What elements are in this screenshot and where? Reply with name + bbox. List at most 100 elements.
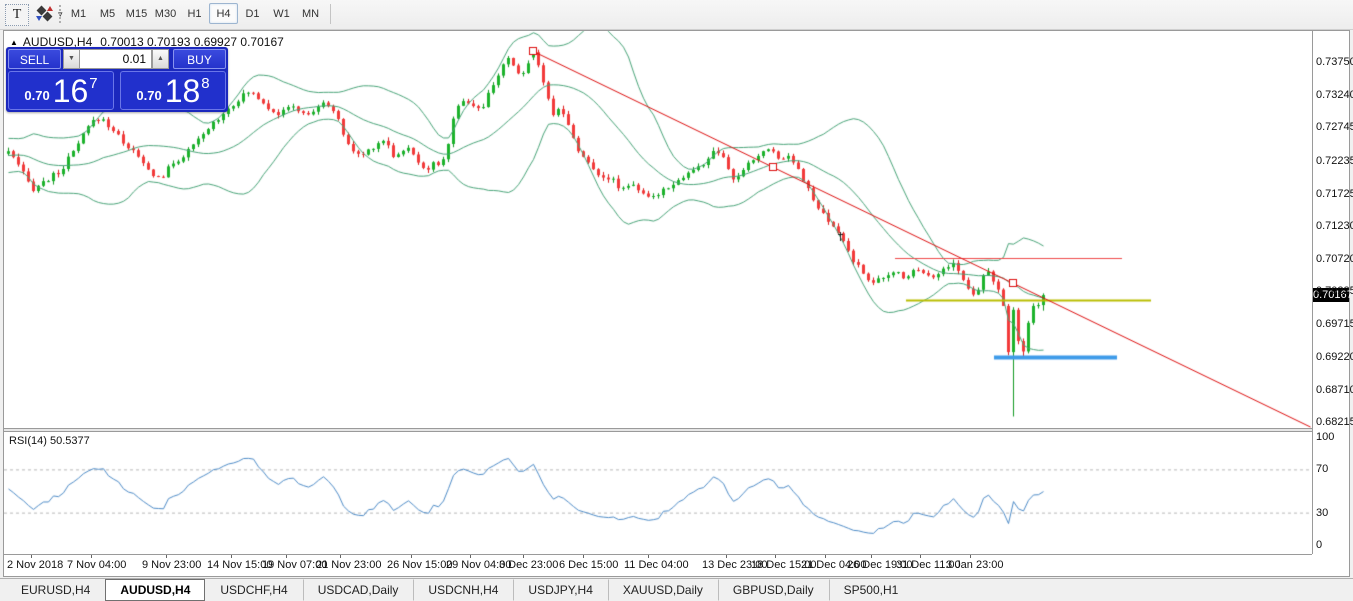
time-axis-label: 3 Dec 23:00	[499, 559, 559, 571]
time-axis-tick	[775, 555, 776, 558]
time-axis[interactable]: 2 Nov 2018 7 Nov 04:00 9 Nov 23:00 14 Nov 1…	[4, 554, 1312, 576]
chart-tab-eurusd-h4[interactable]: EURUSD,H4	[21, 583, 91, 597]
timeframe-button-m15[interactable]: M15	[125, 8, 148, 20]
one-click-trade-panel: SELL ▼ 0.01 ▲ BUY 0.70 16 7 0.70 18 8	[6, 47, 228, 112]
time-axis-tick	[340, 555, 341, 558]
price-axis-label: 0.69220	[1316, 350, 1353, 363]
timeframe-button-m1[interactable]: M1	[70, 8, 87, 20]
price-axis-label: 0.70720	[1316, 253, 1353, 266]
time-axis-label: 7 Nov 04:00	[67, 559, 127, 571]
time-axis-tick	[166, 555, 167, 558]
rsi-indicator-label: RSI(14) 50.5377	[9, 435, 90, 447]
top-toolbar: T ▾ M1 M5 M15 M30 H1 H4 D1 W1 MN	[0, 0, 1353, 30]
time-axis-tick	[825, 555, 826, 558]
time-axis-label: 19 Nov 07:00	[262, 559, 328, 571]
toolbar-separator	[330, 4, 331, 24]
time-axis-label: 9 Nov 23:00	[142, 559, 202, 571]
time-axis-label: 3 Jan 23:00	[946, 559, 1004, 571]
price-axis-label: 0.73240	[1316, 89, 1353, 102]
sell-price-prefix: 0.70	[24, 88, 50, 103]
sell-price-display[interactable]: 0.70 16 7	[8, 71, 114, 110]
volume-increase-button[interactable]: ▲	[152, 49, 169, 69]
price-axis-label: 0.68710	[1316, 383, 1353, 396]
rsi-axis-label: 0	[1316, 539, 1323, 551]
timeframe-button-mn[interactable]: MN	[301, 8, 320, 20]
time-axis-label: 11 Dec 04:00	[624, 559, 689, 571]
timeframe-switcher: M1 M5 M15 M30 H1 H4 D1 W1 MN	[64, 3, 325, 26]
chart-tab-usdjpy-h4[interactable]: USDJPY,H4	[513, 579, 607, 601]
current-price-tag: 0.70167	[1313, 288, 1353, 303]
price-axis-label: 0.72235	[1316, 154, 1353, 167]
time-axis-tick	[91, 555, 92, 558]
chart-tab-sp500-h1[interactable]: SP500,H1	[828, 579, 914, 601]
timeframe-button-w1[interactable]: W1	[273, 8, 290, 20]
pane-splitter[interactable]	[4, 428, 1312, 432]
rsi-axis-label: 100	[1316, 431, 1335, 443]
up-arrow-icon	[47, 6, 53, 11]
time-axis-label: 18 Dec 15:00	[751, 559, 817, 571]
time-axis-tick	[871, 555, 872, 558]
time-axis-tick	[286, 555, 287, 558]
time-axis-label: 14 Nov 15:00	[207, 559, 273, 571]
sell-price-point: 7	[89, 75, 98, 92]
time-axis-tick	[231, 555, 232, 558]
buy-price-prefix: 0.70	[136, 88, 162, 103]
time-axis-tick	[970, 555, 971, 558]
one-click-toggle-icon[interactable]: ▲	[10, 38, 18, 47]
chart-tab-gbpusd-daily[interactable]: GBPUSD,Daily	[717, 579, 829, 601]
price-axis-label: 0.69715	[1316, 318, 1353, 331]
volume-decrease-button[interactable]: ▼	[63, 49, 80, 69]
time-axis-label: 31 Dec 11:00	[896, 559, 961, 571]
price-axis-label: 0.71725	[1316, 187, 1353, 200]
time-axis-tick	[726, 555, 727, 558]
rsi-pane-canvas[interactable]	[4, 432, 1312, 554]
time-axis-tick	[523, 555, 524, 558]
timeframe-button-m30[interactable]: M30	[154, 8, 177, 20]
toolbar-grip	[59, 5, 61, 23]
timeframe-button-h4[interactable]: H4	[209, 3, 238, 24]
time-axis-tick	[583, 555, 584, 558]
price-axis[interactable]: 0.70167 0.73750 0.73240 0.72745 0.72235 0.71…	[1312, 31, 1353, 554]
time-axis-label: 29 Nov 04:00	[446, 559, 512, 571]
chart-tab-audusd-h4[interactable]: AUDUSD,H4	[105, 579, 206, 601]
buy-button[interactable]: BUY	[173, 49, 226, 69]
rsi-axis-label: 30	[1316, 506, 1329, 519]
chart-tab-usdcad-daily[interactable]: USDCAD,Daily	[302, 579, 414, 601]
sell-button[interactable]: SELL	[8, 49, 61, 69]
time-axis-label: 26 Nov 15:00	[387, 559, 453, 571]
time-axis-tick	[920, 555, 921, 558]
timeframe-button-d1[interactable]: D1	[245, 8, 260, 20]
chart-ohlc-values: 0.70013 0.70193 0.69927 0.70167	[100, 35, 284, 49]
time-axis-tick	[470, 555, 471, 558]
chart-tab-xauusd-daily[interactable]: XAUUSD,Daily	[607, 579, 718, 601]
timeframe-button-m5[interactable]: M5	[99, 8, 116, 20]
price-axis-label: 0.73750	[1316, 56, 1353, 69]
chart-tab-bar: EURUSD,H4 AUDUSD,H4 USDCHF,H4 USDCAD,Daily U…	[0, 578, 1353, 601]
price-axis-label: 0.71230	[1316, 219, 1353, 232]
chart-title: ▲ AUDUSD,H4 0.70013 0.70193 0.69927 0.7016…	[10, 35, 284, 49]
layout-icon	[42, 11, 53, 22]
buy-price-display[interactable]: 0.70 18 8	[120, 71, 226, 110]
buy-price-point: 8	[201, 75, 210, 92]
time-axis-label: 21 Dec 04:00	[801, 559, 867, 571]
volume-input[interactable]: 0.01	[79, 49, 152, 69]
chart-tab-usdcnh-h4[interactable]: USDCNH,H4	[413, 579, 513, 601]
chart-symbol: AUDUSD,H4	[22, 35, 93, 49]
time-axis-label: 21 Nov 23:00	[316, 559, 382, 571]
text-tool-button[interactable]: T	[5, 4, 29, 26]
chart-tab-usdchf-h4[interactable]: USDCHF,H4	[220, 583, 288, 597]
down-arrow-icon	[36, 16, 42, 21]
time-axis-tick	[648, 555, 649, 558]
time-axis-label: 2 Nov 2018	[7, 559, 64, 571]
price-axis-label: 0.72745	[1316, 121, 1353, 134]
layout-tool-button[interactable]: ▾	[34, 4, 68, 24]
buy-price-pips: 18	[164, 73, 201, 109]
sell-price-pips: 16	[52, 73, 89, 109]
time-axis-label: 6 Dec 15:00	[559, 559, 619, 571]
price-axis-label: 0.70225	[1316, 285, 1353, 298]
time-axis-label: 26 Dec 19:00	[847, 559, 913, 571]
time-axis-tick	[411, 555, 412, 558]
time-axis-label: 13 Dec 23:00	[702, 559, 768, 571]
chart-window: ▲ AUDUSD,H4 0.70013 0.70193 0.69927 0.7016…	[3, 30, 1353, 577]
timeframe-button-h1[interactable]: H1	[187, 8, 202, 20]
